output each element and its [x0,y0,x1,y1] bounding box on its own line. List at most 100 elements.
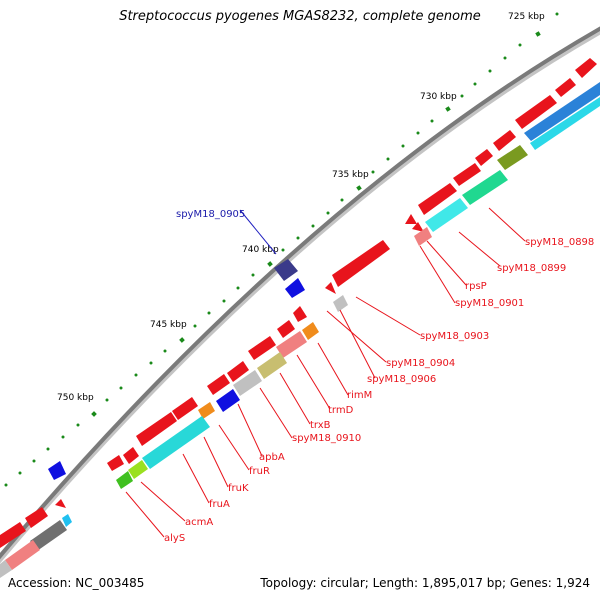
gene-bar[interactable] [462,170,508,205]
minor-tick [105,398,109,402]
minor-tick [18,471,22,475]
reverse-strand-genes [48,259,305,480]
forward-strand-genes [0,58,597,548]
gene-bar[interactable] [198,402,215,419]
gene-bar[interactable] [530,97,600,150]
ruler-label: 735 kbp [332,170,369,180]
gene-label-trmd: trmD [328,405,354,416]
gene-arrow[interactable] [107,455,124,471]
minor-tick [311,224,315,228]
leader-line [339,309,376,379]
minor-tick [281,248,285,252]
gene-label-spym18-0910: spyM18_0910 [292,433,361,444]
gene-arrow[interactable] [405,214,417,224]
gene-bar[interactable] [128,460,148,479]
gene-label-frur: fruR [249,466,270,477]
ruler-labels: 725 kbp 730 kbp 735 kbp 740 kbp 745 kbp … [57,12,545,403]
gene-arrow[interactable] [412,222,424,232]
gene-bar[interactable] [142,416,210,469]
minor-tick [207,311,211,315]
gene-bar[interactable] [5,540,40,570]
gene-label-fruk: fruK [228,483,249,494]
gene-bar[interactable] [0,560,12,578]
minor-tick [430,119,434,123]
gene-arrow[interactable] [248,336,276,360]
major-tick [356,185,362,191]
gene-arrow[interactable] [55,499,66,508]
gene-bar[interactable] [414,227,432,246]
gene-arrow[interactable] [277,320,295,338]
gene-bar[interactable] [333,295,348,312]
gene-bar[interactable] [276,331,307,358]
label-leaders [125,207,526,538]
gene-arrow[interactable] [227,361,249,382]
gene-arrow[interactable] [453,163,481,186]
gene-label-frua: fruA [209,499,230,510]
minor-tick [488,69,492,73]
minor-tick [134,373,138,377]
gene-arrow[interactable] [274,259,298,281]
minor-tick [193,324,197,328]
gene-bar[interactable] [425,198,468,232]
gene-label-trxb: trxB [310,420,331,431]
gene-arrow[interactable] [332,240,390,287]
gene-arrow[interactable] [575,58,597,78]
gene-bar[interactable] [497,145,528,170]
minor-tick [371,170,375,174]
gene-arrow[interactable] [0,522,26,548]
leader-line [218,424,250,471]
minor-tick [386,157,390,161]
gene-label-spym18-0901: spyM18_0901 [455,298,524,309]
minor-tick [4,483,8,487]
minor-tick [460,94,464,98]
gene-arrow[interactable] [418,183,457,215]
minor-tick [222,299,226,303]
gene-arrow[interactable] [475,149,493,166]
genome-backbone [0,26,600,560]
gene-bar[interactable] [524,82,600,141]
gene-arrow[interactable] [207,374,230,395]
gene-arrow[interactable] [493,130,516,151]
minor-tick [61,435,65,439]
gene-bar[interactable] [62,514,72,527]
gene-arrow[interactable] [325,282,336,294]
leader-line [140,481,186,522]
gene-arrow[interactable] [293,306,307,322]
gene-arrow[interactable] [25,507,48,528]
gene-arrow[interactable] [555,78,576,97]
gene-arrow[interactable] [136,412,177,446]
gene-label-spym18-0899: spyM18_0899 [497,263,566,274]
gene-bar[interactable] [30,520,67,551]
gene-bar[interactable] [302,322,319,340]
ruler-label: 750 kbp [57,393,94,403]
gene-label-alys: alyS [164,533,185,544]
gene-bar[interactable] [257,352,287,379]
gene-label-rimm: rimM [347,390,372,401]
gene-bar[interactable] [116,471,133,489]
leader-line [419,245,456,304]
gene-arrow[interactable] [285,278,305,298]
gene-arrow[interactable] [515,95,557,129]
major-tick [179,337,185,343]
minor-tick [46,447,50,451]
major-tick [445,106,451,112]
minor-tick [251,273,255,277]
leader-line [203,436,229,488]
leader-line [317,342,349,396]
gene-bar[interactable] [216,389,240,412]
genome-stats-label: Topology: circular; Length: 1,895,017 bp… [260,576,590,590]
gene-label-acma: acmA [185,517,213,528]
gene-label-rpsp: rpsP [465,281,487,292]
minor-tick [555,12,559,16]
gene-arrow[interactable] [172,397,198,420]
gene-arrow[interactable] [123,447,139,464]
gene-bar[interactable] [233,370,262,396]
leader-line [279,372,311,425]
minor-tick [503,56,507,60]
leader-line [488,207,526,242]
minor-tick [149,361,153,365]
gene-arrow[interactable] [48,461,66,480]
leader-line [259,387,293,439]
leader-line [326,310,387,363]
